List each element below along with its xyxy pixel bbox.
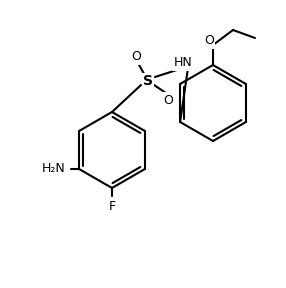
Text: H₂N: H₂N: [41, 162, 65, 175]
Text: O: O: [204, 35, 214, 48]
Text: HN: HN: [174, 56, 192, 69]
Text: O: O: [131, 50, 141, 63]
Text: S: S: [143, 74, 153, 88]
Text: O: O: [163, 94, 173, 107]
Text: F: F: [108, 200, 116, 213]
